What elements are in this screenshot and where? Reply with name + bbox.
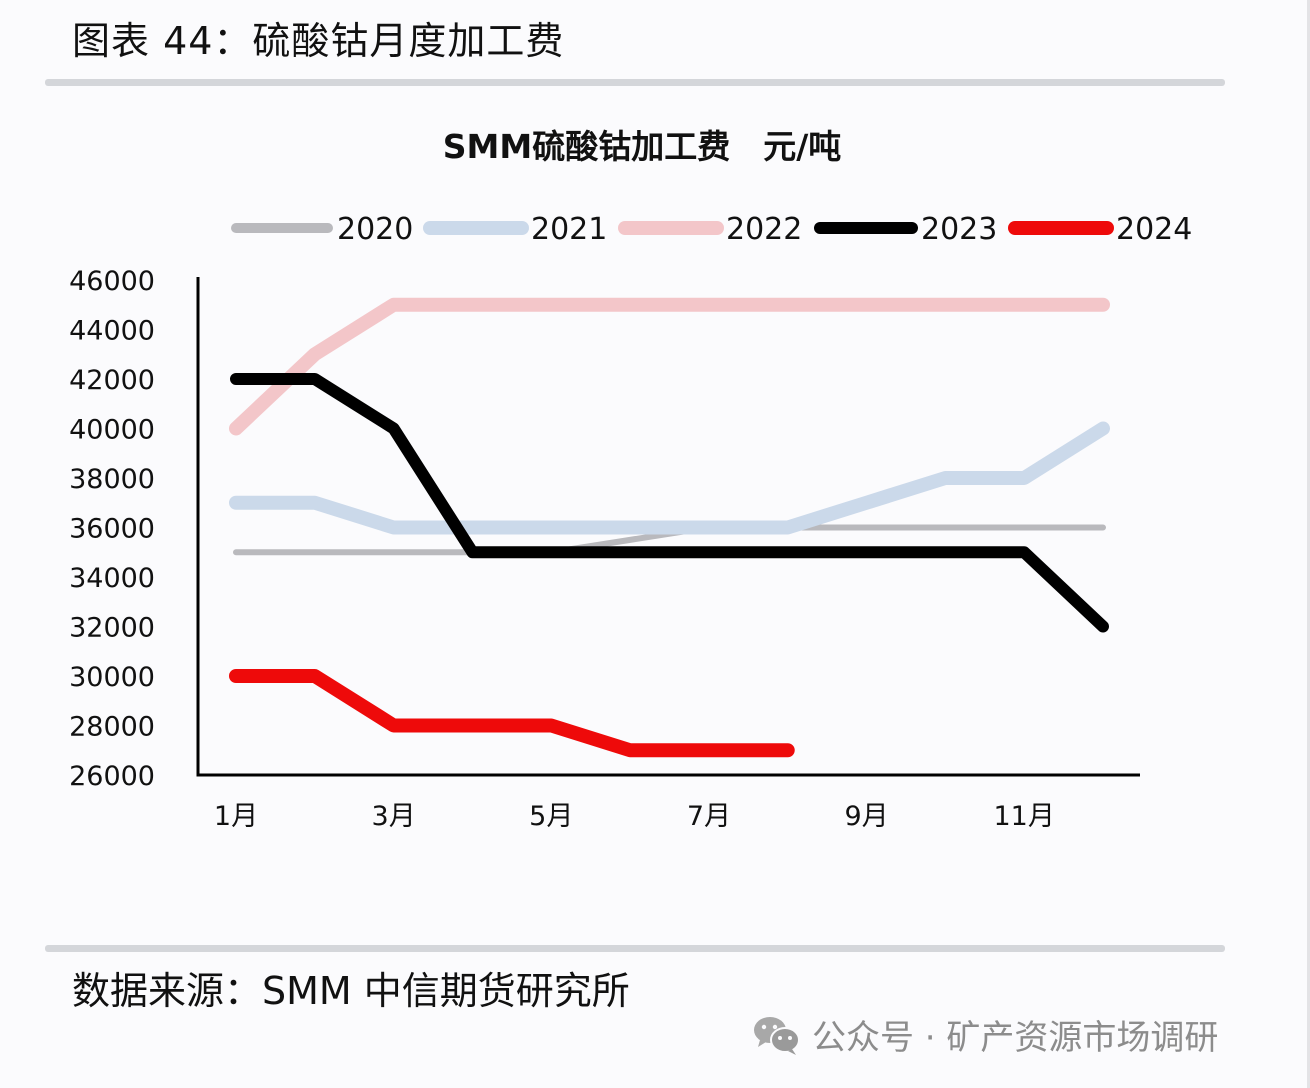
- series-line-2024: [229, 669, 795, 758]
- y-tick-label: 40000: [69, 415, 155, 446]
- y-tick-label: 30000: [69, 662, 155, 693]
- legend-item-2023: 2023: [814, 212, 997, 247]
- series-lines: [229, 297, 1110, 758]
- x-tick-label: 5月: [529, 801, 573, 832]
- y-tick-label: 46000: [69, 266, 155, 297]
- legend-item-2024: 2024: [1008, 212, 1192, 247]
- page-edge: [1307, 0, 1310, 1088]
- x-tick-label: 3月: [372, 801, 416, 832]
- x-tick-label: 1月: [214, 801, 258, 832]
- series-line-2022: [229, 297, 1110, 436]
- top-divider: [45, 79, 1225, 86]
- x-tick-label: 11月: [994, 801, 1055, 832]
- chart-title: SMM硫酸钴加工费 元/吨: [443, 127, 842, 166]
- wechat-icon: [754, 1016, 800, 1055]
- legend-item-2021: 2021: [423, 212, 607, 247]
- legend-item-2022: 2022: [618, 212, 802, 247]
- figure-title: 图表 44：硫酸钴月度加工费: [72, 19, 565, 63]
- y-tick-label: 26000: [69, 761, 155, 792]
- legend-label: 2021: [531, 212, 607, 247]
- legend-item-2020: 2020: [231, 212, 413, 247]
- line-chart: SMM硫酸钴加工费 元/吨 2020 2021 2022 2023 2024 26000…: [69, 127, 1192, 832]
- watermark: 公众号 · 矿产资源市场调研: [752, 1010, 1218, 1059]
- series-line-2021: [229, 421, 1110, 535]
- y-tick-label: 42000: [69, 365, 155, 396]
- y-tick-label: 32000: [69, 613, 155, 644]
- y-tick-label: 34000: [69, 563, 155, 594]
- y-tick-label: 36000: [69, 514, 155, 545]
- y-tick-label: 38000: [69, 464, 155, 495]
- bottom-divider: [45, 945, 1225, 952]
- y-tick-label: 28000: [69, 712, 155, 743]
- x-axis-ticks: 1月 3月 5月 7月 9月 11月: [214, 801, 1055, 832]
- legend-label: 2022: [726, 212, 802, 247]
- y-tick-label: 44000: [69, 316, 155, 347]
- legend-label: 2024: [1116, 212, 1192, 247]
- legend: 2020 2021 2022 2023 2024: [231, 212, 1192, 247]
- watermark-text: 公众号 · 矿产资源市场调研: [812, 1018, 1219, 1058]
- x-tick-label: 9月: [844, 801, 888, 832]
- data-source: 数据来源：SMM 中信期货研究所: [72, 969, 630, 1013]
- legend-label: 2023: [921, 212, 997, 247]
- legend-label: 2020: [337, 212, 413, 247]
- x-tick-label: 7月: [687, 801, 731, 832]
- series-line-2023: [230, 373, 1109, 633]
- y-axis-ticks: 26000 28000 30000 32000 34000 36000 38000 40000…: [69, 266, 155, 792]
